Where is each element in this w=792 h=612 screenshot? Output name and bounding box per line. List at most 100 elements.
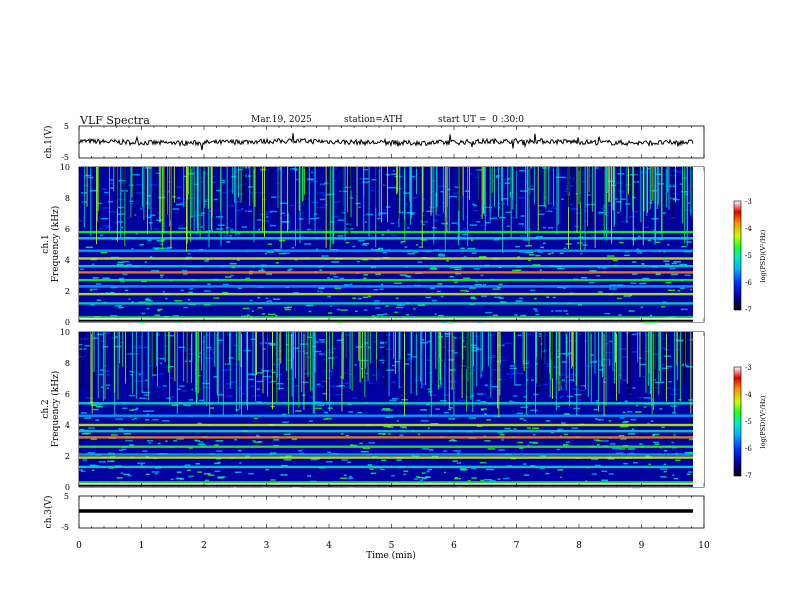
- spectrogram-cell: [277, 195, 280, 198]
- spectrogram-cell: [333, 193, 336, 195]
- sferic-streak: [565, 332, 567, 391]
- spectrogram-cell: [371, 248, 374, 250]
- sferic-streak: [446, 167, 448, 233]
- sferic-streak: [97, 332, 99, 399]
- spectrogram-cell: [391, 173, 397, 175]
- spectrogram-cell: [440, 400, 447, 402]
- spectrogram-cell: [519, 297, 524, 300]
- spectrogram-cell: [227, 205, 235, 207]
- spectrogram-cell: [239, 462, 242, 464]
- ch1-spec-ytick-4: 4: [65, 256, 70, 265]
- spectrogram-cell: [473, 268, 480, 270]
- spectrogram-cell: [595, 167, 599, 169]
- spectrogram-cell: [204, 260, 209, 262]
- spectrogram-cell: [636, 248, 640, 251]
- sferic-streak: [93, 332, 95, 373]
- spectrogram-cell: [538, 335, 541, 337]
- spectrogram-cell: [523, 239, 529, 241]
- spectrogram-cell: [282, 413, 287, 416]
- spectrogram-cell: [676, 348, 682, 351]
- sferic-streak: [587, 167, 588, 227]
- spectrogram-cell: [331, 361, 335, 364]
- spectrogram-cell: [449, 266, 455, 269]
- sferic-streak: [147, 167, 148, 234]
- sferic-streak: [411, 167, 413, 218]
- spectrogram-gap: [400, 167, 402, 223]
- spectrogram-cell: [283, 433, 291, 436]
- spectrogram-cell: [386, 409, 393, 411]
- spectrogram-cell: [199, 441, 204, 443]
- spectrogram-cell: [575, 212, 582, 215]
- spectrogram-cell: [667, 289, 675, 291]
- spectrogram-cell: [382, 251, 388, 254]
- spectrogram-cell: [597, 267, 601, 269]
- spectrogram-cell: [429, 449, 434, 451]
- sferic-streak: [658, 332, 660, 372]
- spectrogram-cell: [151, 471, 160, 473]
- spectrogram-cell: [176, 388, 181, 390]
- sferic-streak: [483, 167, 485, 213]
- spectrogram-cell: [542, 242, 546, 245]
- spectrogram-gap: [412, 332, 414, 399]
- spectrogram-cell: [680, 235, 684, 238]
- spectrogram-gap: [252, 167, 254, 222]
- spectrogram-cell: [484, 479, 492, 481]
- spectrogram-cell: [225, 383, 233, 385]
- spectrogram-cell: [381, 459, 387, 462]
- spectrogram-cell: [156, 240, 165, 242]
- sferic-streak: [467, 167, 469, 246]
- sferic-streak: [130, 167, 132, 218]
- spectrogram-cell: [687, 471, 693, 473]
- spectrogram-cell: [194, 439, 198, 442]
- spectrogram-cell: [661, 426, 665, 429]
- sferic-streak: [167, 167, 168, 215]
- spectrogram-cell: [392, 170, 395, 172]
- spectrogram-cell: [363, 447, 370, 449]
- sferic-streak: [314, 332, 316, 373]
- spectrogram-cell: [506, 178, 512, 180]
- spectrogram-cell: [459, 399, 467, 402]
- spectrogram-cell: [229, 235, 232, 237]
- spectrogram-cell: [321, 194, 330, 196]
- spectrogram-cell: [146, 216, 151, 219]
- spectrogram-cell: [588, 282, 595, 284]
- spectrogram-gap: [547, 167, 548, 231]
- spectrogram-cell: [538, 333, 542, 335]
- spectrogram-cell: [471, 344, 477, 347]
- spectrogram-cell: [349, 475, 352, 478]
- spectrogram-cell: [100, 251, 108, 254]
- spectrogram-cell: [169, 399, 173, 401]
- spectrogram-cell: [159, 274, 164, 276]
- spectrogram-gap: [350, 167, 352, 191]
- sferic-streak: [679, 332, 681, 402]
- sferic-streak: [476, 332, 478, 387]
- spectrogram-cell: [684, 451, 690, 454]
- spectrogram-cell: [679, 183, 684, 185]
- sferic-streak: [176, 332, 178, 414]
- sferic-streak: [158, 167, 160, 223]
- sferic-streak: [515, 167, 517, 218]
- spectrogram-cell: [480, 408, 487, 410]
- spectrogram-cell: [443, 333, 449, 335]
- spectrogram-gap: [247, 167, 248, 217]
- spectrogram-cell: [561, 198, 564, 200]
- spectrogram-cell: [604, 312, 611, 315]
- spectrogram-cell: [473, 204, 478, 207]
- spectrogram-gap: [550, 332, 552, 360]
- spectrogram-cell: [120, 472, 124, 474]
- spectrogram-cell: [336, 385, 343, 387]
- spectrogram-cell: [572, 388, 580, 390]
- spectrogram-cell: [293, 169, 300, 171]
- spectrogram-cell: [621, 198, 627, 200]
- spectrogram-cell: [534, 310, 538, 312]
- spectrogram-cell: [603, 364, 607, 367]
- sferic-streak: [96, 167, 98, 222]
- spectrogram-cell: [315, 217, 321, 219]
- spectrogram-cell: [121, 448, 127, 451]
- spectrogram-cell: [661, 306, 666, 308]
- spectrogram-cell: [463, 255, 467, 258]
- spectrogram-gap: [684, 332, 685, 386]
- spectrogram-cell: [492, 180, 495, 183]
- spectrogram-cell: [320, 291, 323, 293]
- spectrogram-gap: [124, 167, 126, 193]
